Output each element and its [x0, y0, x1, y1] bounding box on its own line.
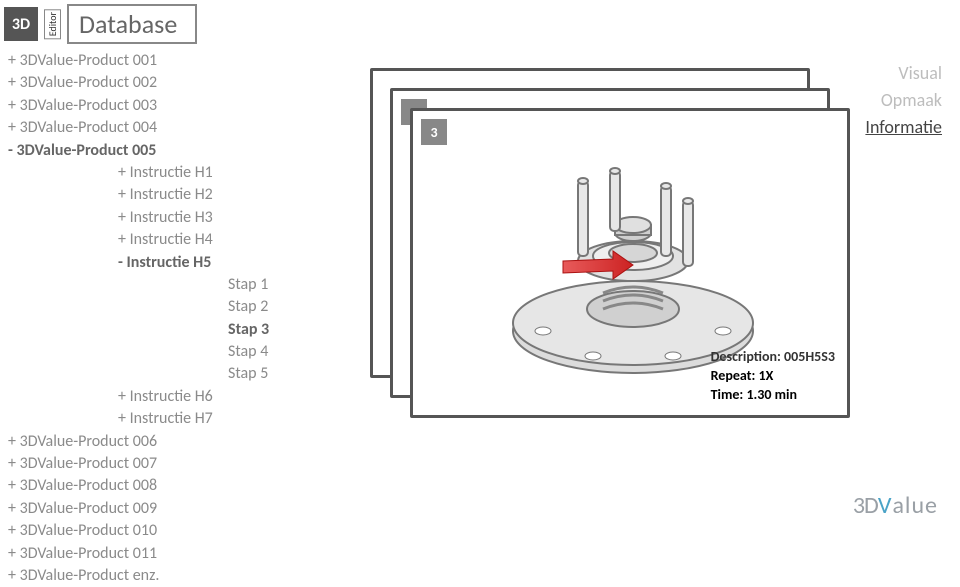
tree-item[interactable]: + 3DValue-Product 006: [8, 431, 348, 453]
tree-step[interactable]: Stap 1: [8, 274, 348, 296]
header: 3D Editor Database: [0, 0, 960, 46]
brand-post: alue: [892, 491, 938, 520]
time-line: Time: 1.30 min: [711, 386, 835, 405]
brand-mid: V: [878, 491, 893, 520]
description-line: Description: 005H5S3: [711, 348, 835, 367]
tree-item-open[interactable]: - 3DValue-Product 005: [8, 140, 348, 162]
brand-logo: 3DValue: [853, 491, 938, 520]
tree-item[interactable]: + Instructie H7: [8, 408, 348, 430]
tree-step[interactable]: Stap 2: [8, 296, 348, 318]
tree-item[interactable]: + Instructie H2: [8, 184, 348, 206]
viewer: 2 3: [370, 68, 830, 408]
tree-item[interactable]: + 3DValue-Product 008: [8, 475, 348, 497]
product-tree: + 3DValue-Product 001 + 3DValue-Product …: [8, 50, 348, 587]
tree-step[interactable]: Stap 5: [8, 363, 348, 385]
tree-item[interactable]: + Instructie H4: [8, 229, 348, 251]
app-logo: 3D: [4, 7, 38, 41]
side-tab[interactable]: Opmaak: [865, 87, 942, 114]
tree-item-open[interactable]: - Instructie H5: [8, 252, 348, 274]
tree-item[interactable]: + Instructie H1: [8, 162, 348, 184]
card-front: 3: [410, 108, 850, 418]
tree-item[interactable]: + Instructie H3: [8, 207, 348, 229]
tree-item[interactable]: + 3DValue-Product 003: [8, 95, 348, 117]
side-tab-active[interactable]: Informatie: [865, 114, 942, 141]
step-badge: 3: [421, 119, 447, 145]
page-title: Database: [67, 4, 197, 44]
tree-item[interactable]: + 3DValue-Product 007: [8, 453, 348, 475]
editor-tab[interactable]: Editor: [44, 9, 61, 39]
brand-pre: 3D: [853, 491, 878, 520]
tree-item[interactable]: + 3DValue-Product enz.: [8, 565, 348, 587]
step-description: Description: 005H5S3 Repeat: 1X Time: 1.…: [711, 348, 835, 405]
tree-step-active[interactable]: Stap 3: [8, 319, 348, 341]
side-tab[interactable]: Visual: [865, 60, 942, 87]
tree-item[interactable]: + 3DValue-Product 011: [8, 543, 348, 565]
tree-item[interactable]: + 3DValue-Product 001: [8, 50, 348, 72]
repeat-line: Repeat: 1X: [711, 367, 835, 386]
tree-item[interactable]: + 3DValue-Product 004: [8, 117, 348, 139]
tree-step[interactable]: Stap 4: [8, 341, 348, 363]
app-logo-text: 3D: [12, 15, 30, 34]
side-tabs: Visual Opmaak Informatie: [865, 60, 942, 141]
tree-item[interactable]: + 3DValue-Product 010: [8, 520, 348, 542]
tree-item[interactable]: + Instructie H6: [8, 386, 348, 408]
tree-item[interactable]: + 3DValue-Product 009: [8, 498, 348, 520]
tree-item[interactable]: + 3DValue-Product 002: [8, 72, 348, 94]
